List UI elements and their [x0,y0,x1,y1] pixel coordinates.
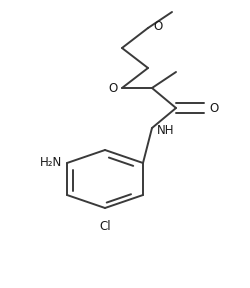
Text: O: O [208,103,218,115]
Text: O: O [152,20,162,33]
Text: NH: NH [156,124,174,137]
Text: Cl: Cl [99,220,110,233]
Text: H₂N: H₂N [40,156,62,170]
Text: O: O [108,82,118,96]
